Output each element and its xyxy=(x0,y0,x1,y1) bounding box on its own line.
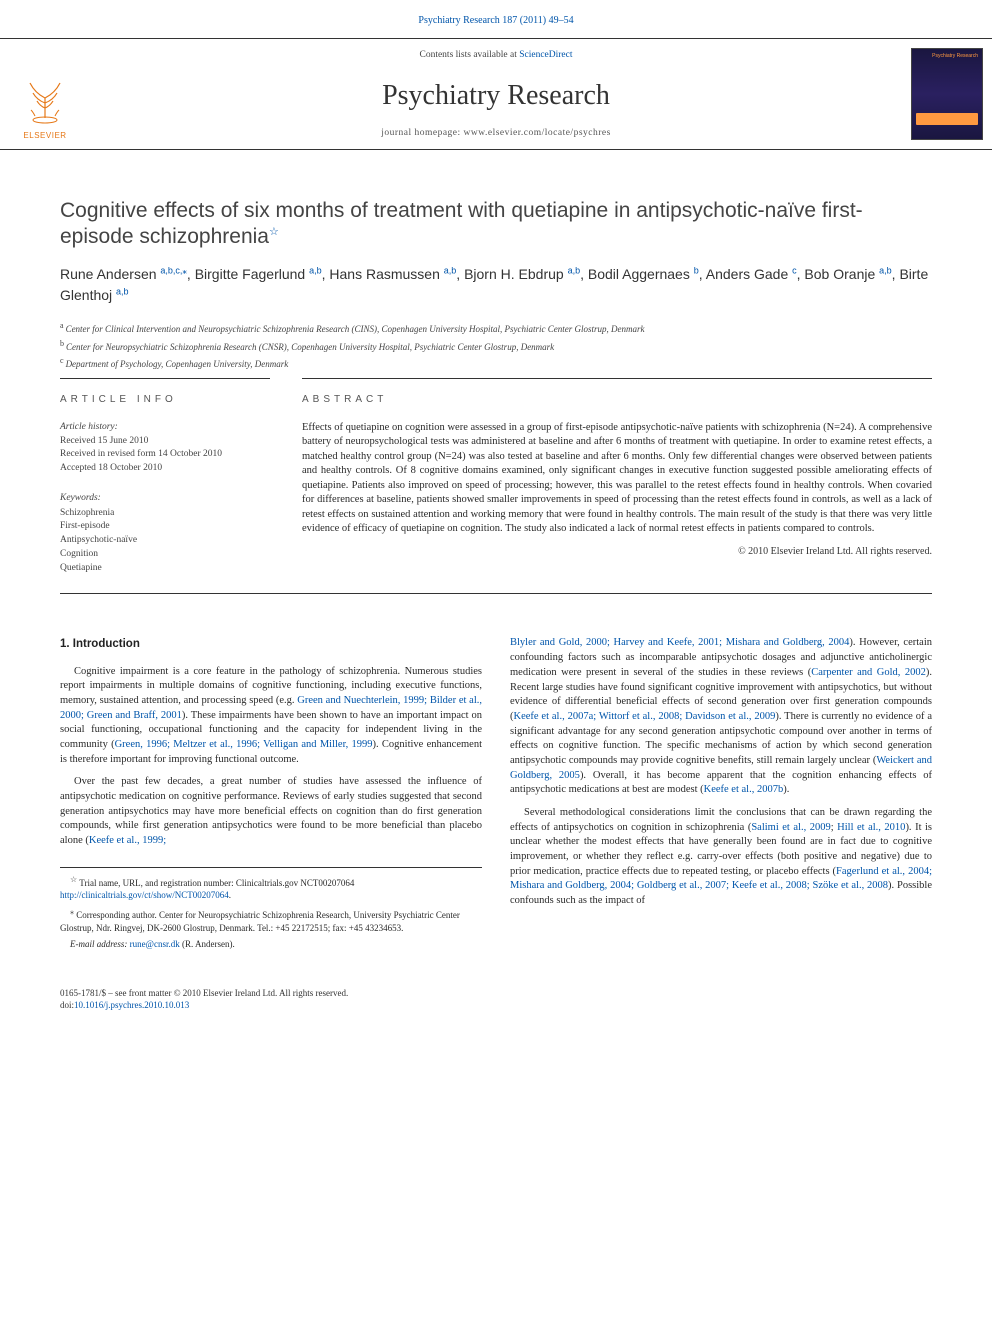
affiliations: aCenter for Clinical Intervention and Ne… xyxy=(60,320,932,372)
email-footnote: E-mail address: rune@cnsr.dk (R. Anderse… xyxy=(60,938,482,951)
author-name: Rune Andersen xyxy=(60,266,160,282)
ref-link[interactable]: Carpenter and Gold, 2002 xyxy=(811,667,926,678)
author-name: , Hans Rasmussen xyxy=(322,266,444,282)
article-info-heading: ARTICLE INFO xyxy=(60,393,270,407)
keywords: Keywords: SchizophreniaFirst-episodeAnti… xyxy=(60,492,270,576)
abstract-column: ABSTRACT Effects of quetiapine on cognit… xyxy=(302,378,932,576)
author-name: , Anders Gade xyxy=(699,266,792,282)
page-footer: 0165-1781/$ – see front matter © 2010 El… xyxy=(0,975,992,1030)
trial-fn-text: Trial name, URL, and registration number… xyxy=(79,878,354,888)
keyword-item: Cognition xyxy=(60,548,270,562)
affiliation-text: Department of Psychology, Copenhagen Uni… xyxy=(66,359,289,369)
ref-link[interactable]: Green, 1996; Meltzer et al., 1996; Velli… xyxy=(115,739,373,750)
elsevier-tree-icon xyxy=(15,68,75,128)
body-columns: 1. Introduction Cognitive impairment is … xyxy=(60,636,932,954)
ref-link[interactable]: Hill et al., 2010 xyxy=(837,822,905,833)
asterisk-icon: ⁎ xyxy=(70,907,74,916)
author-name: , Bodil Aggernaes xyxy=(580,266,694,282)
column-right: Blyler and Gold, 2000; Harvey and Keefe,… xyxy=(510,636,932,954)
affiliation-row: bCenter for Neuropsychiatric Schizophren… xyxy=(60,338,932,355)
trial-url-link[interactable]: http://clinicaltrials.gov/ct/show/NCT002… xyxy=(60,890,229,900)
introduction-heading: 1. Introduction xyxy=(60,636,482,652)
affiliation-label: b xyxy=(60,339,64,348)
intro-para-2: Over the past few decades, a great numbe… xyxy=(60,775,482,848)
sciencedirect-link[interactable]: ScienceDirect xyxy=(519,50,572,60)
keyword-item: Quetiapine xyxy=(60,562,270,576)
email-who: (R. Andersen). xyxy=(180,939,235,949)
affiliation-text: Center for Neuropsychiatric Schizophreni… xyxy=(66,342,554,352)
col2-para-2: Several methodological considerations li… xyxy=(510,806,932,909)
email-link[interactable]: rune@cnsr.dk xyxy=(130,939,180,949)
author-affil-sup[interactable]: a,b xyxy=(879,266,892,276)
corr-fn-text: Corresponding author. Center for Neurops… xyxy=(60,910,460,933)
journal-cover-thumbnail: Psychiatry Research xyxy=(911,48,983,140)
corresponding-author-footnote: ⁎ Corresponding author. Center for Neuro… xyxy=(60,906,482,934)
publisher-logo-cell: ELSEVIER xyxy=(0,39,90,149)
abstract-heading: ABSTRACT xyxy=(302,393,932,407)
trial-footnote: ☆ Trial name, URL, and registration numb… xyxy=(60,874,482,902)
elsevier-text: ELSEVIER xyxy=(23,130,66,141)
abstract-text: Effects of quetiapine on cognition were … xyxy=(302,421,932,537)
citation-link[interactable]: Psychiatry Research 187 (2011) 49–54 xyxy=(418,15,573,26)
elsevier-logo: ELSEVIER xyxy=(10,63,80,141)
author-affil-sup[interactable]: a,b xyxy=(309,266,322,276)
affiliation-row: cDepartment of Psychology, Copenhagen Un… xyxy=(60,355,932,372)
affiliation-label: c xyxy=(60,356,64,365)
author-affil-sup[interactable]: a,b xyxy=(444,266,457,276)
intro-para-1: Cognitive impairment is a core feature i… xyxy=(60,665,482,768)
ref-link[interactable]: Salimi et al., 2009 xyxy=(751,822,830,833)
contents-lists-text: Contents lists available at xyxy=(419,50,519,60)
affiliation-row: aCenter for Clinical Intervention and Ne… xyxy=(60,320,932,337)
author-name: , Birgitte Fagerlund xyxy=(187,266,309,282)
journal-masthead: ELSEVIER Contents lists available at Sci… xyxy=(0,38,992,150)
ref-link[interactable]: Keefe et al., 2007b xyxy=(704,784,784,795)
author-list: Rune Andersen a,b,c,⁎, Birgitte Fagerlun… xyxy=(60,264,932,306)
history-received: Received 15 June 2010 xyxy=(60,436,148,446)
doi-label: doi: xyxy=(60,1000,74,1010)
history-accepted: Accepted 18 October 2010 xyxy=(60,463,162,473)
issn-line: 0165-1781/$ – see front matter © 2010 El… xyxy=(60,987,932,1000)
trial-fn-end: . xyxy=(229,890,231,900)
history-label: Article history: xyxy=(60,422,118,432)
doi-line: doi:10.1016/j.psychres.2010.10.013 xyxy=(60,999,932,1012)
title-star[interactable]: ☆ xyxy=(269,226,279,238)
keyword-item: Antipsychotic-naïve xyxy=(60,534,270,548)
author-affil-sup[interactable]: a,b xyxy=(116,287,129,297)
journal-title: Psychiatry Research xyxy=(90,76,902,115)
doi-link[interactable]: 10.1016/j.psychres.2010.10.013 xyxy=(74,1000,189,1010)
email-label: E-mail address: xyxy=(70,939,130,949)
keywords-label: Keywords: xyxy=(60,492,270,506)
ref-link[interactable]: Keefe et al., 1999; xyxy=(89,835,166,846)
article-info-column: ARTICLE INFO Article history: Received 1… xyxy=(60,378,270,576)
cover-label: Psychiatry Research xyxy=(932,53,978,60)
contents-lists-line: Contents lists available at ScienceDirec… xyxy=(90,49,902,62)
col2-para-1: Blyler and Gold, 2000; Harvey and Keefe,… xyxy=(510,636,932,798)
abstract-copyright: © 2010 Elsevier Ireland Ltd. All rights … xyxy=(302,545,932,559)
journal-homepage: journal homepage: www.elsevier.com/locat… xyxy=(90,127,902,140)
history-revised: Received in revised form 14 October 2010 xyxy=(60,449,222,459)
footnotes: ☆ Trial name, URL, and registration numb… xyxy=(60,867,482,951)
affiliation-label: a xyxy=(60,321,64,330)
article-title: Cognitive effects of six months of treat… xyxy=(60,198,932,251)
citation-header: Psychiatry Research 187 (2011) 49–54 xyxy=(0,0,992,38)
author-name: , Bob Oranje xyxy=(797,266,880,282)
ref-link[interactable]: Keefe et al., 2007a; Wittorf et al., 200… xyxy=(514,711,776,722)
affiliation-text: Center for Clinical Intervention and Neu… xyxy=(66,324,645,334)
column-left: 1. Introduction Cognitive impairment is … xyxy=(60,636,482,954)
cover-thumb-cell: Psychiatry Research xyxy=(902,39,992,149)
ref-link[interactable]: Blyler and Gold, 2000; Harvey and Keefe,… xyxy=(510,637,849,648)
c2-p1-e: ). xyxy=(783,784,789,795)
masthead-center: Contents lists available at ScienceDirec… xyxy=(90,39,902,149)
author-affil-sup[interactable]: a,b xyxy=(568,266,581,276)
article-title-text: Cognitive effects of six months of treat… xyxy=(60,199,863,248)
keyword-item: Schizophrenia xyxy=(60,507,270,521)
star-icon: ☆ xyxy=(70,875,77,884)
article-history: Article history: Received 15 June 2010 R… xyxy=(60,421,270,476)
keyword-item: First-episode xyxy=(60,520,270,534)
cover-accent-bar xyxy=(916,113,978,125)
author-affil-sup[interactable]: a,b,c, xyxy=(160,266,182,276)
author-name: , Bjorn H. Ebdrup xyxy=(456,266,567,282)
